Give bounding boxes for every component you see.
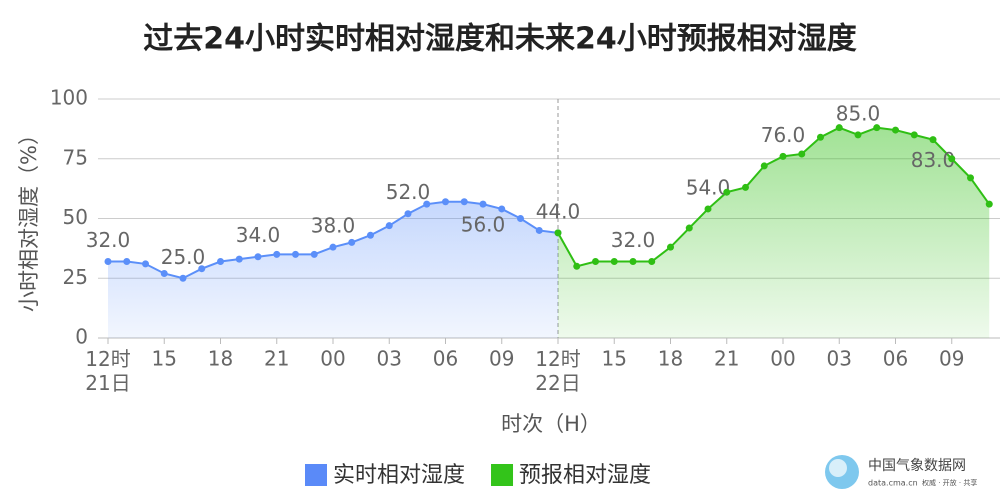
point xyxy=(535,226,543,234)
chart-title: 过去24小时实时相对湿度和未来24小时预报相对湿度 xyxy=(143,22,857,57)
y-tick-label: 25 xyxy=(63,265,88,289)
point xyxy=(179,274,187,282)
data-label: 83.0 xyxy=(911,148,956,172)
data-label: 25.0 xyxy=(161,245,206,269)
x-tick-label: 12时 22日 xyxy=(535,347,580,395)
point xyxy=(967,174,974,182)
point xyxy=(217,258,224,266)
point xyxy=(254,253,262,261)
point xyxy=(929,136,937,144)
point xyxy=(873,124,881,132)
x-tick-label: 00 xyxy=(770,347,795,371)
point xyxy=(423,200,431,208)
data-label: 44.0 xyxy=(536,199,581,223)
data-label: 56.0 xyxy=(461,213,506,237)
point xyxy=(948,155,956,163)
point xyxy=(835,124,843,132)
x-tick-label: 21 xyxy=(264,347,289,371)
point xyxy=(104,258,112,266)
logo-highlight xyxy=(829,459,847,477)
logo-slogan: 权威 · 开放 · 共享 xyxy=(922,478,977,487)
legend-label: 实时相对湿度 xyxy=(333,463,465,488)
point xyxy=(329,243,337,251)
point xyxy=(404,210,412,218)
y-tick-label: 50 xyxy=(63,205,88,229)
x-tick-label: 06 xyxy=(883,347,908,371)
point xyxy=(779,152,787,160)
logo-name: 中国气象数据网 xyxy=(868,458,966,474)
x-tick-label: 12时 21日 xyxy=(85,347,130,395)
point xyxy=(479,200,487,208)
data-label: 34.0 xyxy=(236,223,281,247)
point xyxy=(648,258,656,266)
point xyxy=(798,150,806,158)
x-tick-label: 03 xyxy=(827,347,852,371)
x-tick-label: 15 xyxy=(602,347,627,371)
point xyxy=(554,229,562,237)
x-tick-label: 15 xyxy=(152,347,177,371)
point xyxy=(442,198,449,206)
point xyxy=(517,215,524,222)
point xyxy=(667,243,674,251)
area xyxy=(558,127,990,339)
x-tick-label: 06 xyxy=(433,347,458,371)
point xyxy=(292,250,299,258)
point xyxy=(160,269,168,277)
point xyxy=(610,258,618,266)
point xyxy=(817,133,824,141)
x-tick-label: 09 xyxy=(939,347,964,371)
data-label: 54.0 xyxy=(686,175,731,199)
point xyxy=(592,258,599,266)
data-label: 76.0 xyxy=(761,123,806,147)
point xyxy=(498,205,506,213)
point xyxy=(367,231,374,239)
x-tick-label: 03 xyxy=(377,347,402,371)
watermark: 中国气象数据网 data.cma.cn 权威 · 开放 · 共享 xyxy=(825,455,977,489)
y-tick-label: 0 xyxy=(75,325,88,349)
point xyxy=(629,258,637,266)
x-tick-label: 21 xyxy=(714,347,739,371)
point xyxy=(910,131,918,139)
point xyxy=(685,224,693,232)
point xyxy=(273,250,281,258)
data-label: 38.0 xyxy=(311,214,356,238)
point xyxy=(760,162,768,170)
point xyxy=(142,260,149,268)
legend-label: 预报相对湿度 xyxy=(519,463,651,488)
point xyxy=(742,183,749,191)
point xyxy=(985,200,993,208)
x-tick-label: 18 xyxy=(658,347,683,371)
y-axis-title: 小时相对湿度（%） xyxy=(17,124,41,312)
point xyxy=(854,131,862,139)
point xyxy=(573,262,581,270)
x-tick-label: 00 xyxy=(320,347,345,371)
x-axis-title: 时次（H） xyxy=(501,412,601,436)
x-tick-label: 18 xyxy=(208,347,233,371)
x-tick-label: 09 xyxy=(489,347,514,371)
point xyxy=(235,255,243,263)
point xyxy=(704,205,712,213)
point xyxy=(310,250,318,258)
y-tick-label: 100 xyxy=(50,86,88,110)
point xyxy=(385,222,393,230)
data-label: 52.0 xyxy=(386,180,431,204)
logo-url: data.cma.cn xyxy=(868,479,918,488)
legend-swatch xyxy=(491,464,514,486)
point xyxy=(198,265,206,273)
data-label: 32.0 xyxy=(611,228,656,252)
area xyxy=(108,201,558,338)
legend-swatch xyxy=(305,464,327,486)
point xyxy=(348,238,356,246)
data-label: 32.0 xyxy=(86,228,131,252)
data-label: 85.0 xyxy=(836,101,881,125)
point xyxy=(723,188,731,196)
point xyxy=(892,126,899,134)
point xyxy=(123,258,131,266)
y-tick-label: 75 xyxy=(63,145,88,169)
point xyxy=(460,198,468,206)
